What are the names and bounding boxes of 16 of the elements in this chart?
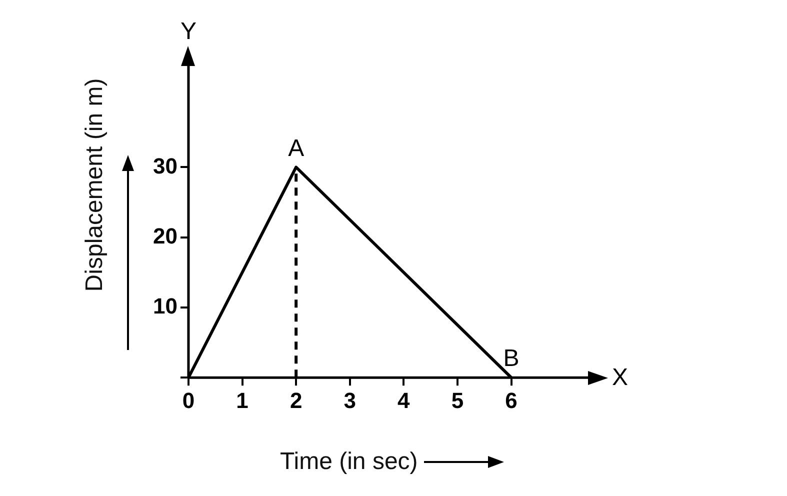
text: X — [612, 364, 628, 391]
annotation: B — [503, 345, 520, 372]
x-tick-label: 5 — [451, 388, 464, 413]
y-tick-label: 30 — [152, 153, 178, 178]
x-tick-label: 6 — [505, 388, 518, 413]
x-tick-label: 1 — [236, 388, 248, 413]
x-tick-label: 4 — [398, 388, 411, 413]
x-tick-label: 0 — [182, 388, 195, 413]
annotation: A — [288, 134, 304, 162]
x-tick-label: 3 — [344, 388, 356, 413]
y-axis-title: Displacement (in m) — [81, 78, 108, 292]
y-tick-label: 10 — [152, 294, 178, 319]
x-tick-label: 2 — [290, 388, 302, 413]
x-axis-title: Time (in sec) — [280, 448, 418, 476]
y-tick-label: 20 — [152, 223, 178, 248]
text: Y — [180, 18, 196, 45]
